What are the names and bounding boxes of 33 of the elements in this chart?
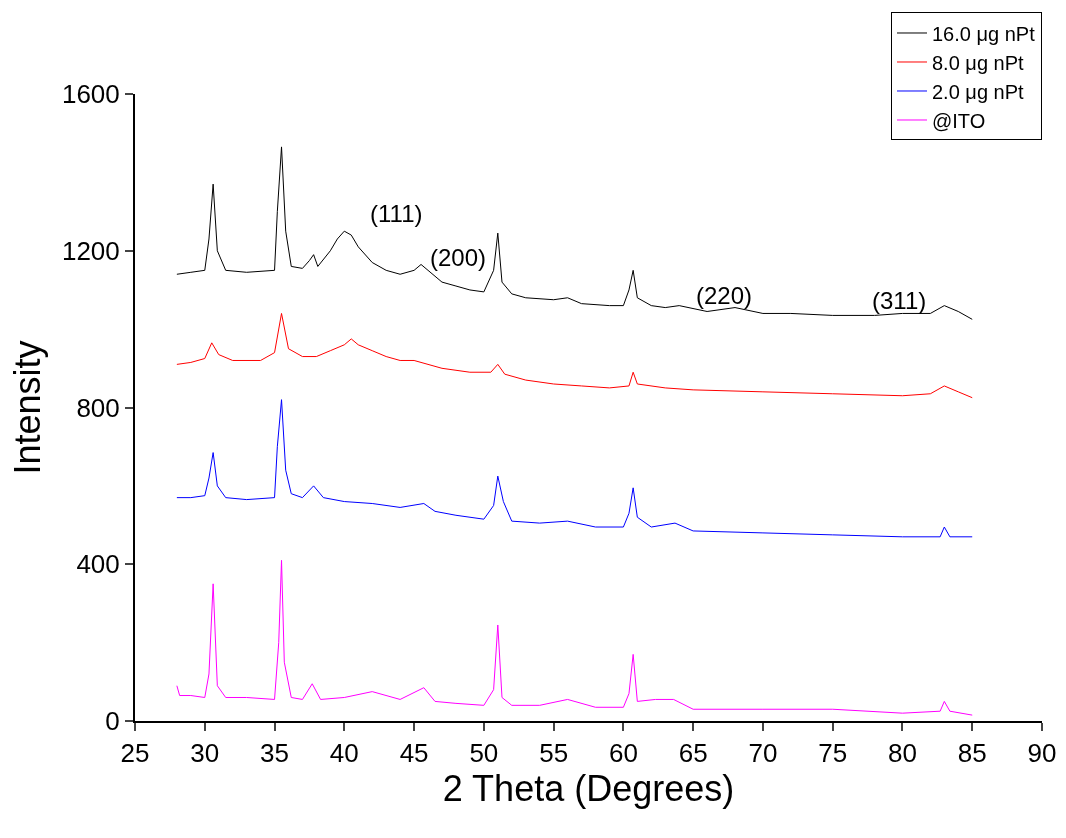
- x-tick-label: 45: [399, 738, 429, 769]
- annotation: (111): [370, 200, 423, 227]
- line-series: [176, 399, 973, 538]
- x-tick-label: 30: [190, 738, 220, 769]
- annotation: (311): [872, 287, 927, 314]
- y-tick-label: 800: [76, 392, 120, 423]
- legend-label: 8.0 μg nPt: [932, 51, 1025, 74]
- x-tick-label: 40: [329, 738, 359, 769]
- line-series: [176, 559, 973, 716]
- x-tick-label: 65: [678, 738, 708, 769]
- x-tick-label: 70: [748, 738, 778, 769]
- x-tick-label: 50: [469, 738, 499, 769]
- x-tick-label: 75: [818, 738, 848, 769]
- x-tick-label: 85: [957, 738, 987, 769]
- x-axis-title: 2 Theta (Degrees): [442, 768, 735, 810]
- annotation: (200): [430, 244, 487, 271]
- x-tick-label: 35: [260, 738, 289, 769]
- x-tick-label: 80: [888, 738, 917, 769]
- annotation: (220): [696, 282, 753, 309]
- y-axis-title: Intensity: [7, 340, 49, 475]
- x-tick-label: 60: [608, 738, 638, 769]
- x-tick-label: 55: [539, 738, 569, 769]
- y-tick-label: 1600: [61, 79, 120, 110]
- x-tick-label: 25: [120, 738, 150, 769]
- legend-label: 16.0 μg nPt: [932, 22, 1036, 45]
- y-tick-label: 400: [76, 549, 120, 580]
- legend-label: @ITO: [932, 109, 986, 132]
- x-tick-label: 90: [1027, 738, 1057, 769]
- y-tick-label: 1200: [61, 235, 120, 266]
- legend-label: 2.0 μg nPt: [932, 80, 1025, 103]
- y-tick-label: 0: [105, 706, 120, 737]
- line-series: [176, 146, 973, 320]
- line-series: [176, 312, 973, 399]
